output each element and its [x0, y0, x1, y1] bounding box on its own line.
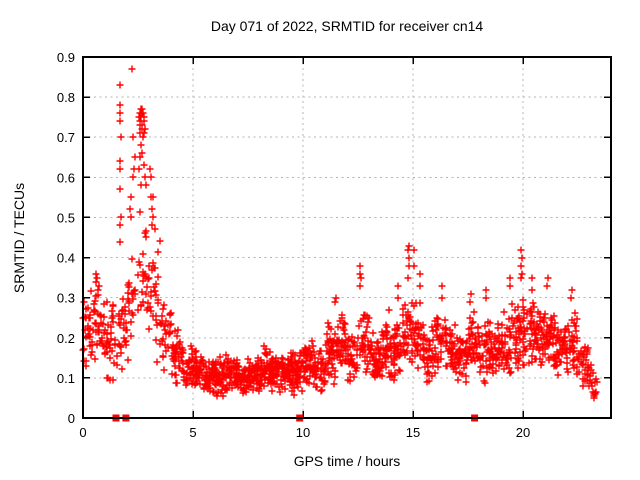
y-tick-label: 0.3: [57, 291, 75, 306]
plus-marker-path: [79, 65, 601, 402]
plot-area-border: [82, 56, 612, 419]
y-tick-label: 0.5: [57, 210, 75, 225]
x-tick-label: 10: [296, 425, 310, 440]
x-tick-label: 20: [516, 425, 530, 440]
x-tick-label: 5: [189, 425, 196, 440]
x-axis-label: GPS time / hours: [294, 453, 401, 469]
srmtid-scatter-points: [79, 65, 601, 402]
y-tick-label: 0.9: [57, 50, 75, 65]
chart-title: Day 071 of 2022, SRMTID for receiver cn1…: [211, 18, 484, 34]
y-tick-label: 0.4: [57, 251, 75, 266]
x-tick-label: 0: [79, 425, 86, 440]
y-tick-label: 0.2: [57, 331, 75, 346]
y-tick-label: 0.7: [57, 130, 75, 145]
y-tick-labels: 0 0.1 0.2 0.3 0.4 0.5 0.6 0.7 0.8 0.9: [57, 50, 75, 426]
y-tick-label: 0.6: [57, 170, 75, 185]
y-tick-label: 0.1: [57, 371, 75, 386]
x-tick-label: 15: [406, 425, 420, 440]
x-tick-labels: 0 5 10 15 20: [79, 425, 530, 440]
y-tick-label: 0: [68, 411, 75, 426]
grid-lines: [83, 57, 611, 418]
y-tick-label: 0.8: [57, 90, 75, 105]
y-axis-label: SRMTID / TECUs: [11, 183, 27, 293]
